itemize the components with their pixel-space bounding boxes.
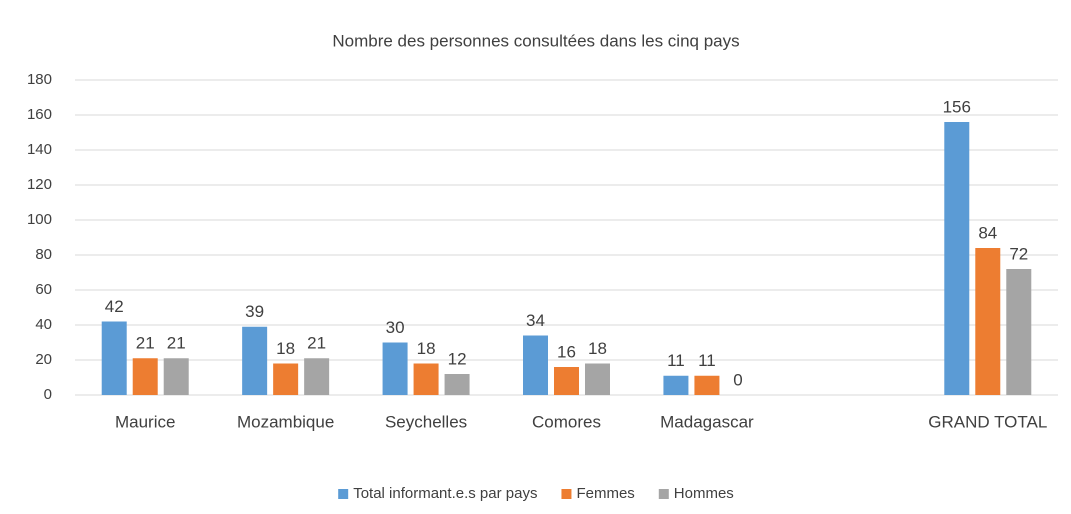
data-label: 84 xyxy=(978,223,997,242)
data-label: 34 xyxy=(526,311,545,330)
data-label: 16 xyxy=(557,342,576,361)
y-tick-label: 160 xyxy=(27,106,52,123)
data-label: 42 xyxy=(105,297,124,316)
legend-swatch xyxy=(561,489,572,499)
y-tick-label: 0 xyxy=(44,386,52,403)
data-label: 18 xyxy=(417,339,436,358)
data-label: 11 xyxy=(667,351,685,370)
legend-swatch xyxy=(658,489,669,499)
y-tick-label: 140 xyxy=(27,141,52,158)
data-label: 18 xyxy=(276,339,295,358)
data-label: 39 xyxy=(245,302,264,321)
y-tick-label: 180 xyxy=(27,71,52,88)
data-label: 0 xyxy=(733,370,742,389)
legend-label: Hommes xyxy=(674,485,734,502)
bar xyxy=(273,363,299,395)
legend: Total informant.e.s par pays Femmes Hommes xyxy=(338,485,734,502)
chart-title: Nombre des personnes consultées dans les… xyxy=(332,31,739,50)
x-tick-label: Seychelles xyxy=(385,412,467,431)
bar xyxy=(382,342,408,395)
data-label: 156 xyxy=(943,97,971,116)
x-tick-label: Madagascar xyxy=(660,412,754,431)
x-tick-label: Mozambique xyxy=(237,412,334,431)
bar xyxy=(101,321,127,395)
bar xyxy=(523,335,548,395)
bar xyxy=(132,358,158,395)
bar xyxy=(304,358,330,395)
bar xyxy=(163,358,189,395)
data-label: 21 xyxy=(167,334,186,353)
data-label: 18 xyxy=(588,339,607,358)
bar xyxy=(975,248,1001,395)
x-tick-label: Maurice xyxy=(115,412,175,431)
y-tick-label: 80 xyxy=(35,246,52,263)
bar xyxy=(944,122,970,395)
data-label: 21 xyxy=(307,334,326,353)
y-tick-label: 120 xyxy=(27,176,52,193)
legend-swatch xyxy=(338,489,349,499)
data-label: 21 xyxy=(136,334,155,353)
y-tick-label: 100 xyxy=(27,211,52,228)
data-label: 11 xyxy=(698,351,716,370)
y-tick-label: 60 xyxy=(35,281,52,298)
data-label: 72 xyxy=(1009,244,1028,263)
x-tick-label: GRAND TOTAL xyxy=(928,412,1047,431)
x-tick-label: Comores xyxy=(532,412,601,431)
bar xyxy=(554,367,579,395)
data-label: 30 xyxy=(386,318,405,337)
legend-label: Femmes xyxy=(576,485,634,502)
y-tick-label: 40 xyxy=(35,316,52,333)
bar xyxy=(444,374,470,395)
bar xyxy=(242,326,268,395)
y-tick-label: 20 xyxy=(35,351,52,368)
legend-label: Total informant.e.s par pays xyxy=(353,485,537,502)
bar xyxy=(663,375,689,395)
bar xyxy=(694,375,720,395)
bar xyxy=(585,363,610,395)
data-label: 12 xyxy=(448,349,467,368)
bar xyxy=(1006,269,1032,395)
bar xyxy=(413,363,439,395)
